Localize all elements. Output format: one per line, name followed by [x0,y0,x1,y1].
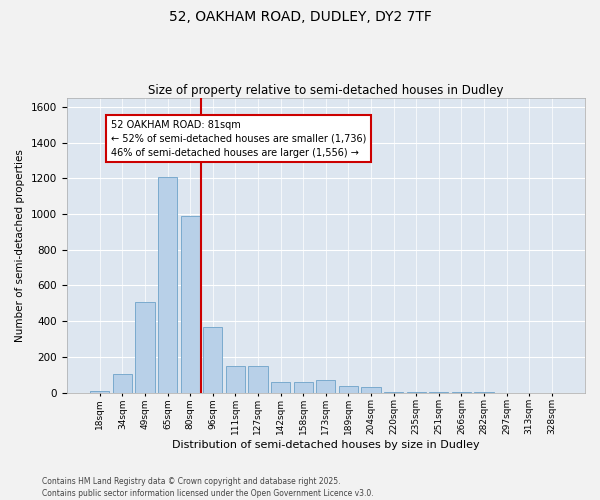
Bar [136,302,155,392]
Bar [271,382,290,392]
Bar [293,382,313,392]
Bar [181,216,200,392]
Bar [113,374,132,392]
Bar [339,386,358,392]
Bar [158,176,177,392]
Title: Size of property relative to semi-detached houses in Dudley: Size of property relative to semi-detach… [148,84,503,97]
Bar [361,387,380,392]
Y-axis label: Number of semi-detached properties: Number of semi-detached properties [15,149,25,342]
X-axis label: Distribution of semi-detached houses by size in Dudley: Distribution of semi-detached houses by … [172,440,479,450]
Bar [316,380,335,392]
Bar [203,328,223,392]
Text: Contains HM Land Registry data © Crown copyright and database right 2025.
Contai: Contains HM Land Registry data © Crown c… [42,476,374,498]
Bar [226,366,245,392]
Bar [248,366,268,392]
Text: 52 OAKHAM ROAD: 81sqm
← 52% of semi-detached houses are smaller (1,736)
46% of s: 52 OAKHAM ROAD: 81sqm ← 52% of semi-deta… [111,120,367,158]
Bar [90,391,109,392]
Text: 52, OAKHAM ROAD, DUDLEY, DY2 7TF: 52, OAKHAM ROAD, DUDLEY, DY2 7TF [169,10,431,24]
